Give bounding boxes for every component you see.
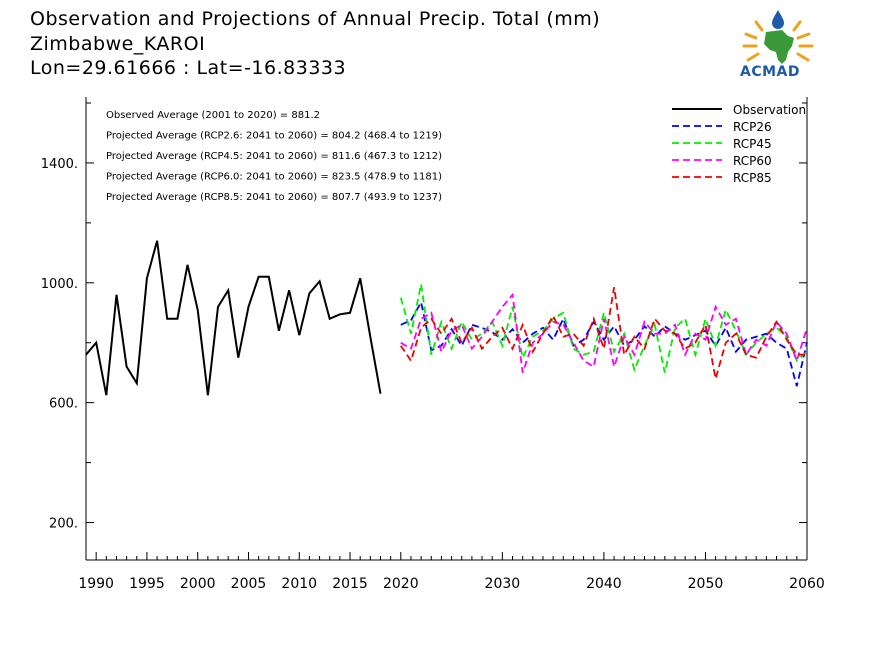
series-line-observation	[85, 240, 382, 396]
series-line-rcp85	[400, 287, 807, 379]
legend-label-rcp85: RCP85	[733, 171, 772, 185]
x-tick-label: 2000	[180, 576, 216, 592]
x-tick-label: 2020	[383, 576, 419, 592]
y-tick-label: 200.	[49, 517, 78, 532]
x-tick-label: 1995	[129, 576, 165, 592]
chart-title: Observation and Projections of Annual Pr…	[30, 8, 601, 30]
annotation-line: Observed Average (2001 to 2020) = 881.2	[106, 110, 320, 121]
acmad-logo	[742, 10, 814, 64]
y-tick-label: 1000.	[41, 277, 78, 292]
annotation-line: Projected Average (RCP8.5: 2041 to 2060)…	[106, 192, 442, 203]
legend-label-rcp45: RCP45	[733, 137, 772, 151]
x-tick-label: 2015	[332, 576, 368, 592]
annotation-line: Projected Average (RCP2.6: 2041 to 2060)…	[106, 131, 442, 142]
x-tick-label: 2030	[485, 576, 521, 592]
annotation-line: Projected Average (RCP6.0: 2041 to 2060)…	[106, 172, 442, 183]
y-tick-label: 600.	[49, 397, 78, 412]
x-tick-label: 2060	[789, 576, 825, 592]
series-line-rcp60	[400, 292, 808, 373]
legend-label-observation: Observation	[733, 103, 806, 117]
x-tick-label: 1990	[78, 576, 114, 592]
series-line-rcp26	[400, 299, 808, 387]
legend-label-rcp26: RCP26	[733, 120, 772, 134]
coordinates-label: Lon=29.61666 : Lat=-16.83333	[30, 57, 347, 79]
location-name: Zimbabwe_KAROI	[30, 33, 206, 55]
acmad-logo-text: ACMAD	[740, 64, 800, 80]
annotation-line: Projected Average (RCP4.5: 2041 to 2060)…	[106, 151, 442, 162]
series-line-rcp45	[399, 284, 808, 373]
x-tick-label: 2010	[281, 576, 317, 592]
x-tick-label: 2040	[586, 576, 622, 592]
y-tick-label: 1400.	[41, 157, 78, 172]
x-tick-label: 2050	[688, 576, 724, 592]
x-tick-label: 2005	[231, 576, 267, 592]
legend-label-rcp60: RCP60	[733, 154, 772, 168]
